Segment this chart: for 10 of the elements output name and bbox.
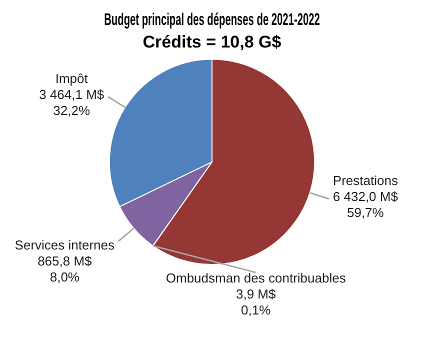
- chart-title: Budget principal des dépenses de 2021-2022: [104, 9, 320, 29]
- slice-label: Services internes: [14, 237, 116, 252]
- data-label: 3,9 M$ 0,1%: [236, 286, 276, 318]
- slice-label: Impôt: [55, 70, 88, 86]
- data-label: 3 464,1 M$ 32,2%: [39, 86, 105, 118]
- chart-subtitle: Crédits = 10,8 G$: [142, 32, 282, 52]
- data-label: 865,8 M$ 8,0%: [38, 253, 93, 284]
- data-label: 6 432,0 M$ 59,7%: [332, 188, 399, 220]
- slice-label: Ombudsman des contribuables: [166, 270, 346, 286]
- slice-label: Prestations: [332, 172, 398, 188]
